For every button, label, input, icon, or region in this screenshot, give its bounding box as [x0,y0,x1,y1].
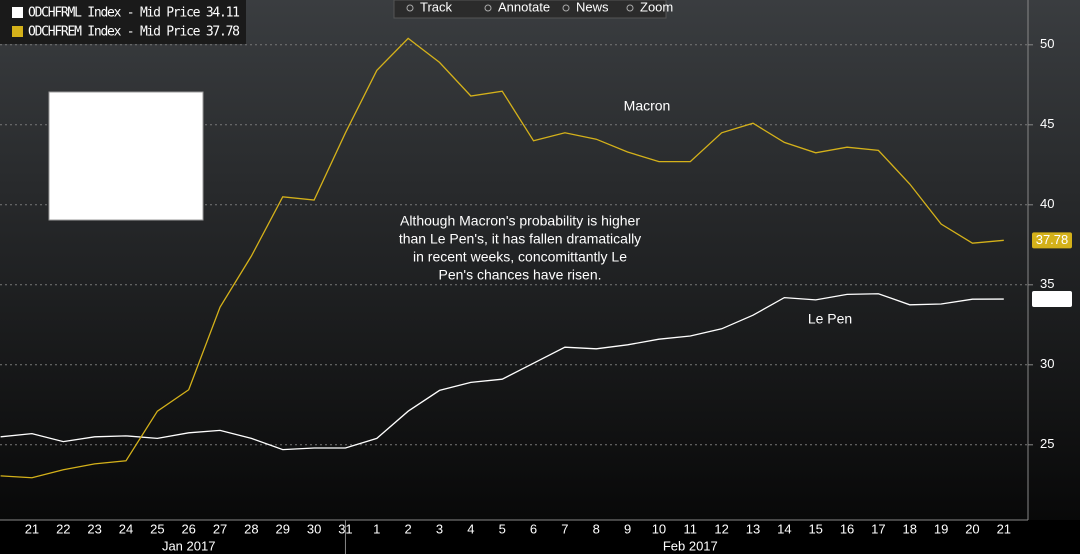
annotation-text: Pen and Macron to [67,138,186,154]
series-annotation: Le Pen [808,311,852,327]
x-tick-label: 19 [934,521,948,536]
series-line [0,293,1004,451]
annotation-text: probability for Le [74,120,178,136]
x-tick-label: 30 [307,521,321,536]
toolbar-icon [484,4,492,12]
x-tick-label: 16 [840,521,854,536]
y-tick-label: 25 [1040,436,1054,451]
toolbar-button[interactable]: News [576,0,609,14]
x-tick-label: 29 [276,521,290,536]
legend-swatch [12,26,23,37]
x-tick-label: 12 [714,521,728,536]
last-value-label: 37.78 [1036,232,1069,247]
month-label: Feb 2017 [663,538,718,553]
x-tick-label: 1 [373,521,380,536]
y-tick-label: 30 [1040,356,1054,371]
x-tick-label: 13 [746,521,760,536]
legend-label: ODCHFREM Index - Mid Price 37.78 [28,25,240,40]
y-tick-label: 35 [1040,276,1054,291]
last-value-box [1032,232,1072,249]
annotation-text: win the French [79,156,172,172]
toolbar [393,0,667,19]
series-line [0,37,1004,479]
x-tick-label: 6 [530,521,537,536]
y-tick-label: 50 [1040,36,1054,51]
annotation-text: Pen's chances have risen. [439,267,602,283]
x-tick-label: 22 [56,521,70,536]
x-tick-label: 14 [777,521,791,536]
annotation-text: election. [100,192,152,208]
x-tick-label: 25 [150,521,164,536]
annotation-box [48,91,204,221]
x-tick-label: 7 [561,521,568,536]
y-tick-label: 45 [1040,116,1054,131]
series-annotation: Macron [624,98,671,114]
toolbar-button[interactable]: Annotate [498,0,550,14]
x-tick-label: 28 [244,521,258,536]
x-tick-label: 4 [467,521,474,536]
x-tick-label: 9 [624,521,631,536]
x-tick-label: 15 [808,521,822,536]
legend-box [0,0,246,44]
x-tick-label: 11 [684,521,698,536]
x-tick-label: 5 [499,521,506,536]
x-tick-label: 3 [436,521,443,536]
last-value-label: 34.11 [1036,290,1068,305]
toolbar-icon [406,4,414,12]
x-tick-label: 26 [181,521,195,536]
x-tick-label: 17 [871,521,885,536]
annotation-text: in recent weeks, concomittantly Le [413,249,627,265]
toolbar-button[interactable]: Track [420,0,453,14]
x-tick-label: 21 [25,521,39,536]
annotation-text: Presidential [89,174,162,190]
x-tick-label: 23 [87,521,101,536]
toolbar-icon [626,4,634,12]
legend-swatch [12,7,23,18]
x-axis-band [0,520,1080,554]
month-label: Jan 2017 [162,538,216,553]
x-tick-label: 18 [903,521,917,536]
x-tick-label: 2 [405,521,412,536]
x-tick-label: 20 [965,521,979,536]
x-tick-label: 8 [593,521,600,536]
legend-label: ODCHFRML Index - Mid Price 34.11 [28,6,240,21]
x-tick-label: 24 [119,521,133,536]
annotation-text: Average implied [76,102,176,118]
x-tick-label: 21 [997,521,1011,536]
x-tick-label: 10 [652,521,666,536]
last-value-box [1032,291,1072,308]
y-tick-label: 40 [1040,196,1054,211]
toolbar-button[interactable]: Zoom [640,0,673,14]
annotation-text: Although Macron's probability is higher [400,213,640,229]
x-tick-label: 27 [213,521,227,536]
toolbar-icon [562,4,570,12]
annotation-text: than Le Pen's, it has fallen dramaticall… [399,231,641,247]
